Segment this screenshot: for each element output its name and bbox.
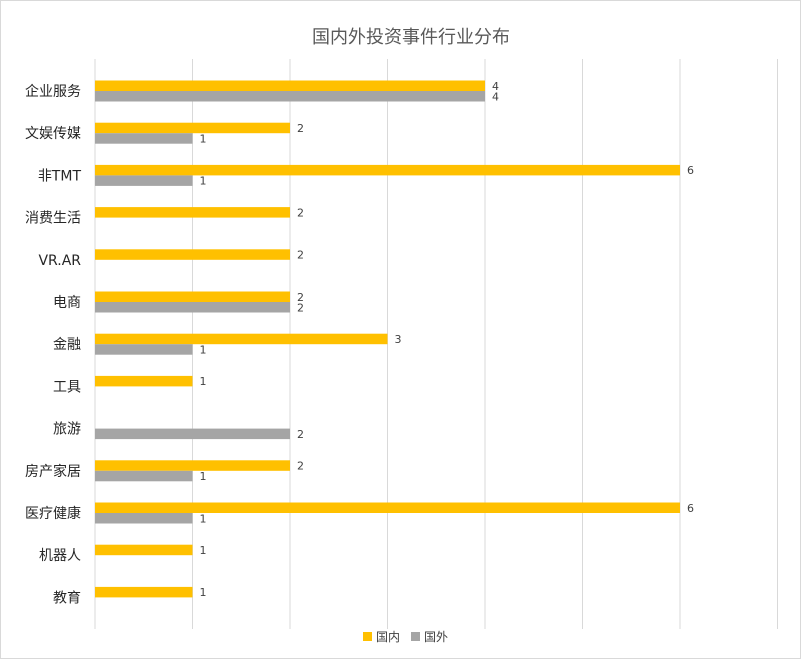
bar-domestic bbox=[95, 375, 193, 387]
category-label: 教育 bbox=[53, 590, 81, 606]
bar-domestic bbox=[95, 586, 193, 598]
data-label: 2 bbox=[297, 428, 304, 441]
data-label: 1 bbox=[200, 132, 207, 145]
category-label: 电商 bbox=[53, 295, 81, 311]
data-label: 2 bbox=[297, 249, 304, 262]
bars bbox=[95, 80, 680, 598]
bar-foreign bbox=[95, 470, 193, 482]
bar-domestic bbox=[95, 460, 290, 471]
data-label: 4 bbox=[492, 80, 499, 93]
category-label: 工具 bbox=[53, 379, 81, 395]
data-label: 1 bbox=[200, 343, 207, 356]
data-label: 2 bbox=[297, 206, 304, 219]
data-label: 2 bbox=[297, 122, 304, 135]
legend-swatch bbox=[363, 632, 372, 641]
bar-domestic bbox=[95, 291, 290, 302]
data-label: 1 bbox=[200, 586, 207, 599]
category-label: 文娱传媒 bbox=[25, 126, 81, 142]
legend-label: 国外 bbox=[424, 630, 448, 644]
bar-domestic bbox=[95, 207, 290, 218]
bar-domestic bbox=[95, 544, 193, 556]
data-label: 6 bbox=[687, 502, 694, 515]
bar-foreign bbox=[95, 133, 193, 144]
category-label: 非TMT bbox=[38, 168, 82, 184]
category-label: 消费生活 bbox=[25, 211, 81, 227]
bar-foreign bbox=[95, 513, 193, 524]
data-label: 1 bbox=[200, 512, 207, 525]
bar-foreign bbox=[95, 344, 193, 355]
data-label: 4 bbox=[492, 90, 499, 103]
legend-label: 国内 bbox=[376, 630, 400, 644]
bar-foreign bbox=[95, 302, 290, 313]
bar-domestic bbox=[95, 122, 290, 134]
bar-domestic bbox=[95, 80, 485, 91]
legend: 国内 国外 bbox=[363, 630, 448, 644]
data-label: 1 bbox=[200, 470, 207, 483]
category-label: VR.AR bbox=[38, 253, 81, 269]
category-label: 企业服务 bbox=[25, 83, 81, 100]
data-label: 1 bbox=[200, 375, 207, 388]
category-label: 金融 bbox=[53, 337, 81, 353]
category-label: 旅游 bbox=[53, 422, 81, 438]
data-label: 3 bbox=[395, 333, 402, 346]
data-label: 2 bbox=[297, 301, 304, 314]
category-label: 房产家居 bbox=[25, 463, 81, 480]
data-label: 1 bbox=[200, 175, 207, 188]
bar-domestic bbox=[95, 164, 680, 176]
category-label: 机器人 bbox=[39, 548, 81, 564]
data-label: 6 bbox=[687, 164, 694, 177]
bar-domestic bbox=[95, 333, 388, 345]
data-label: 2 bbox=[297, 460, 304, 473]
bar-domestic bbox=[95, 249, 290, 260]
legend-swatch bbox=[411, 632, 420, 641]
category-label: 医疗健康 bbox=[25, 505, 81, 522]
bar-foreign bbox=[95, 428, 290, 440]
bar-foreign bbox=[95, 91, 485, 102]
bar-domestic bbox=[95, 502, 680, 513]
data-label: 2 bbox=[297, 291, 304, 304]
data-label: 1 bbox=[200, 544, 207, 557]
bar-foreign bbox=[95, 175, 193, 186]
chart-title: 国内外投资事件行业分布 bbox=[312, 27, 510, 48]
